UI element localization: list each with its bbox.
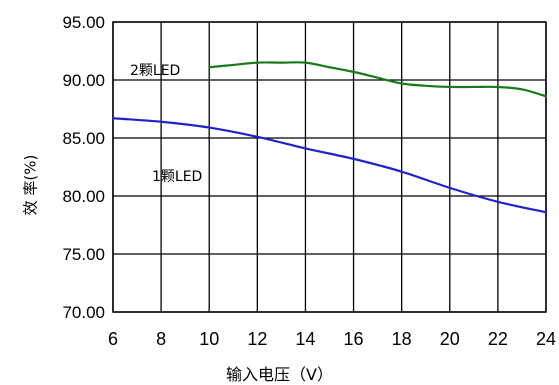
- y-tick-label: 85.00: [62, 129, 105, 148]
- y-axis-title: 效 率(%): [21, 154, 40, 216]
- y-tick-label: 95.00: [62, 13, 105, 32]
- x-tick-label: 12: [247, 329, 267, 349]
- series-label-2: 1颗LED: [152, 169, 202, 185]
- series-line-2: [111, 117, 548, 214]
- y-tick-label: 70.00: [62, 303, 105, 322]
- x-tick-label: 8: [156, 329, 166, 349]
- series-line-1: [208, 61, 548, 98]
- x-tick-label: 6: [108, 329, 118, 349]
- y-tick-label: 80.00: [62, 187, 105, 206]
- x-tick-label: 18: [392, 329, 412, 349]
- series-label-1: 2颗LED: [130, 63, 180, 79]
- x-tick-label: 20: [440, 329, 460, 349]
- x-tick-label: 22: [488, 329, 508, 349]
- plot-border: [112, 21, 547, 313]
- y-axis-title-box: 效 率(%): [21, 150, 40, 220]
- x-tick-label: 10: [199, 329, 219, 349]
- y-tick-label: 90.00: [62, 71, 105, 90]
- x-tick-label: 14: [295, 329, 315, 349]
- x-axis-title: 输入电压（V）: [226, 365, 333, 384]
- x-tick-label: 16: [344, 329, 364, 349]
- y-tick-label: 75.00: [62, 245, 105, 264]
- x-tick-label: 24: [536, 329, 556, 349]
